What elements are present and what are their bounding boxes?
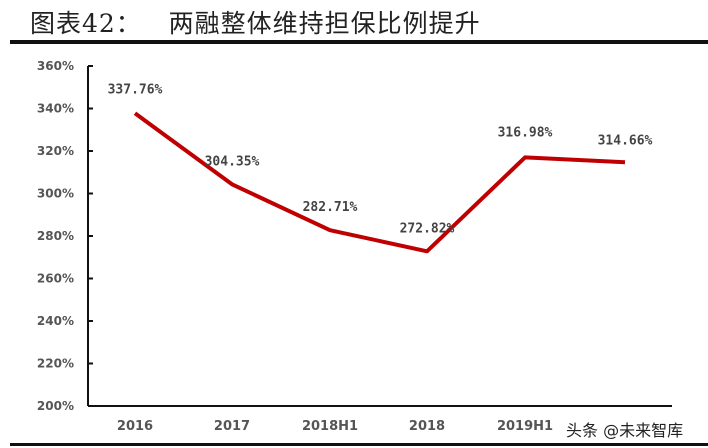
x-tick-label: 2019H1 <box>497 419 553 434</box>
data-label: 282.71% <box>303 200 358 215</box>
x-tick-label: 2018H1 <box>302 419 358 434</box>
y-tick-label: 240% <box>37 314 74 328</box>
data-label: 337.76% <box>108 82 163 97</box>
title-divider <box>10 40 708 44</box>
chart-title: 图表42： 两融整体维持担保比例提升 <box>30 9 481 38</box>
x-tick-label: 2018 <box>409 419 445 434</box>
y-tick-label: 340% <box>37 102 74 116</box>
y-tick-label: 280% <box>37 229 74 243</box>
series-line <box>133 111 626 254</box>
data-label: 314.66% <box>598 133 653 148</box>
data-label: 316.98% <box>498 125 553 140</box>
x-tick-label: 2017 <box>214 419 250 434</box>
y-tick-label: 260% <box>37 272 74 286</box>
y-tick-label: 300% <box>37 187 74 201</box>
data-label: 272.82% <box>400 221 455 236</box>
data-label: 304.35% <box>205 154 260 169</box>
y-tick-label: 220% <box>37 357 74 371</box>
y-tick-label: 320% <box>37 144 74 158</box>
x-axis: 2016 2017 2018H1 2018 2019H1 <box>88 405 672 434</box>
bottom-divider <box>10 443 708 446</box>
y-tick-label: 360% <box>37 59 74 73</box>
y-tick-label: 200% <box>37 399 74 413</box>
data-labels: 337.76% 304.35% 282.71% 272.82% 316.98% 314.6… <box>108 82 653 236</box>
y-axis: 200% 220% 240% 260% 280% 300% 320% 340% 360% <box>37 59 93 413</box>
x-tick-label: 2016 <box>117 419 153 434</box>
watermark: 头条 @未来智库 <box>566 421 684 440</box>
